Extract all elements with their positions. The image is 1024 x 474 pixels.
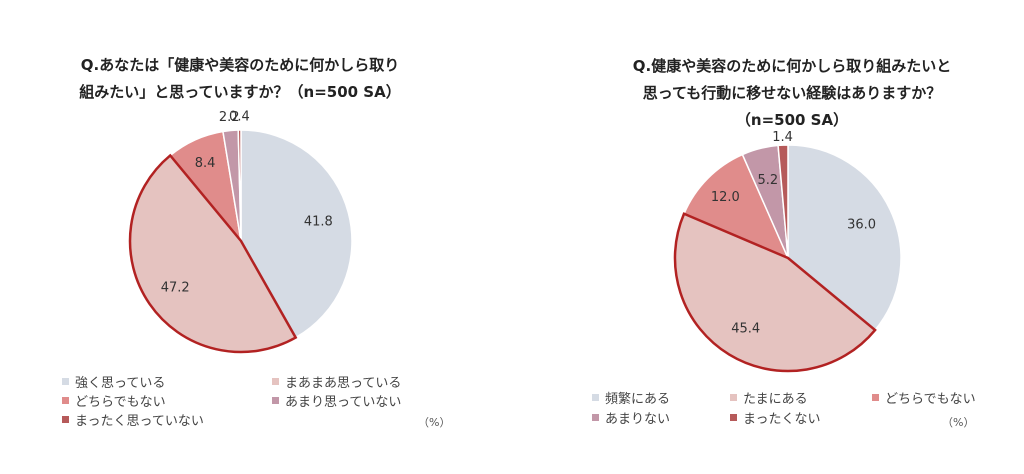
pie-slice-highlight: [128, 153, 298, 354]
pie-slice: [787, 144, 902, 332]
legend-swatch: [730, 414, 737, 421]
legend-item: まったくない: [730, 408, 820, 427]
pie-slice-highlight: [673, 212, 877, 373]
pie-slice: [683, 153, 790, 260]
legend-swatch: [730, 394, 737, 401]
chart-title-line: 思っても行動に移せない経験はありますか？: [642, 84, 942, 102]
chart-title-right: Q.健康や美容のために何かしら取り組みたいと 思っても行動に移せない経験はありま…: [570, 53, 1014, 134]
data-label: 41.8: [304, 215, 333, 230]
chart-title-line: （n=500 SA）: [735, 111, 849, 129]
data-label: 5.2: [757, 173, 778, 188]
pie-slice: [237, 129, 242, 242]
legend-swatch: [592, 394, 599, 401]
legend-swatch: [872, 394, 879, 401]
legend-item: 頻繁にある: [592, 388, 670, 407]
legend-label: どちらでもない: [75, 395, 166, 410]
legend-item: あまり思っていない: [272, 391, 401, 410]
legend-label: たまにある: [743, 392, 808, 407]
pie-chart-left: 41.8 47.2 8.4 2.20.4: [128, 110, 353, 354]
data-label: 1.4: [772, 130, 793, 145]
data-label: 8.4: [195, 156, 216, 171]
legend-swatch: [272, 378, 279, 385]
chart-panel-left: Q.あなたは「健康や美容のために何かしら取り 組みたい」と思っていますか？（n=…: [0, 0, 480, 474]
legend-item: 強く思っている: [62, 372, 165, 391]
legend-label: まったく思っていない: [75, 414, 204, 429]
legend-item: あまりない: [592, 408, 670, 427]
legend-item: たまにある: [730, 388, 808, 407]
legend-label: 強く思っている: [75, 376, 166, 391]
legend-item: どちらでもない: [62, 391, 166, 410]
legend-swatch: [62, 397, 69, 404]
chart-title-line: Q.健康や美容のために何かしら取り組みたいと: [632, 57, 952, 75]
legend-label: あまり思っていない: [285, 395, 402, 410]
legend-label: 頻繁にある: [605, 392, 671, 407]
legend-label: どちらでもない: [885, 392, 976, 407]
legend-item: まあまあ思っている: [272, 372, 401, 391]
legend-item: どちらでもない: [872, 388, 976, 407]
unit-label-left: （%）: [418, 416, 451, 429]
legend-swatch: [62, 378, 69, 385]
chart-title-left: Q.あなたは「健康や美容のために何かしら取り 組みたい」と思っていますか？（n=…: [40, 52, 440, 106]
legend-label: あまりない: [605, 412, 671, 427]
pie-chart-right: 36.0 45.4 12.0 5.2 1.4: [673, 130, 902, 373]
pie-slice: [240, 129, 353, 339]
data-label: 45.4: [731, 322, 760, 337]
chart-title-line: Q.あなたは「健康や美容のために何かしら取り: [80, 56, 400, 74]
pie-slice: [777, 144, 789, 259]
legend-swatch: [62, 416, 69, 423]
data-label: 0.4: [229, 110, 250, 125]
chart-panel-right: Q.健康や美容のために何かしら取り組みたいと 思っても行動に移せない経験はありま…: [560, 0, 1024, 474]
legend-item: まったく思っていない: [62, 410, 204, 429]
legend-swatch: [592, 414, 599, 421]
legend-label: まったくない: [743, 412, 821, 427]
data-label: 12.0: [711, 190, 740, 205]
legend-swatch: [272, 397, 279, 404]
legend-label: まあまあ思っている: [285, 376, 402, 391]
chart-title-line: 組みたい」と思っていますか？（n=500 SA）: [79, 83, 401, 101]
unit-label-right: （%）: [942, 416, 975, 429]
data-label: 47.2: [161, 280, 190, 295]
data-label: 36.0: [847, 217, 876, 232]
data-label: 2.2: [219, 110, 240, 125]
